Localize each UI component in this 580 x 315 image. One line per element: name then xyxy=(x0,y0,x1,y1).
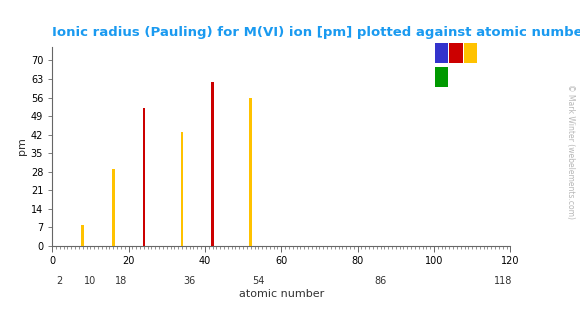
Bar xyxy=(464,43,477,63)
Bar xyxy=(435,67,448,87)
Text: 36: 36 xyxy=(183,276,196,286)
Bar xyxy=(211,82,214,246)
Text: 118: 118 xyxy=(494,276,512,286)
Bar xyxy=(143,108,145,246)
Y-axis label: pm: pm xyxy=(17,138,27,155)
Bar xyxy=(112,169,115,246)
Text: 86: 86 xyxy=(375,276,387,286)
Text: Ionic radius (Pauling) for M(VI) ion [pm] plotted against atomic number: Ionic radius (Pauling) for M(VI) ion [pm… xyxy=(52,26,580,39)
Bar xyxy=(435,43,448,63)
Text: 10: 10 xyxy=(84,276,96,286)
Text: 54: 54 xyxy=(252,276,264,286)
Text: atomic number: atomic number xyxy=(239,289,324,299)
Bar xyxy=(249,98,252,246)
Text: © Mark Winter (webelements.com): © Mark Winter (webelements.com) xyxy=(566,84,575,219)
Text: 18: 18 xyxy=(115,276,127,286)
Bar xyxy=(450,43,463,63)
Text: 2: 2 xyxy=(57,276,63,286)
Bar xyxy=(81,225,84,246)
Bar xyxy=(181,132,183,246)
